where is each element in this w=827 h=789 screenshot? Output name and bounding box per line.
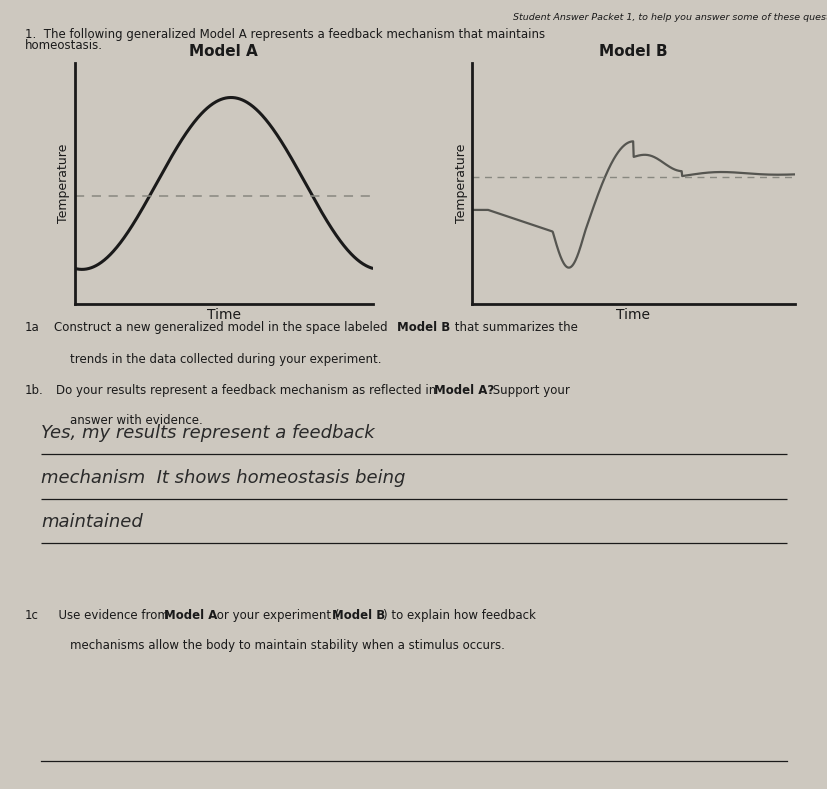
- Text: mechanisms allow the body to maintain stability when a stimulus occurs.: mechanisms allow the body to maintain st…: [70, 639, 504, 652]
- Text: trends in the data collected during your experiment.: trends in the data collected during your…: [70, 353, 381, 365]
- Text: 1a: 1a: [25, 321, 40, 334]
- Text: Model A?: Model A?: [433, 384, 494, 397]
- Text: 1.  The following generalized Model A represents a feedback mechanism that maint: 1. The following generalized Model A rep…: [25, 28, 544, 40]
- Text: Model B: Model B: [397, 321, 450, 334]
- Text: Yes, my results represent a feedback: Yes, my results represent a feedback: [41, 424, 375, 442]
- Text: or your experiment (: or your experiment (: [213, 609, 339, 622]
- Text: Construct a new generalized model in the space labeled: Construct a new generalized model in the…: [54, 321, 390, 334]
- Text: 1c: 1c: [25, 609, 39, 622]
- Text: Model B: Model B: [332, 609, 385, 622]
- Text: ) to explain how feedback: ) to explain how feedback: [383, 609, 536, 622]
- Text: answer with evidence.: answer with evidence.: [70, 414, 203, 427]
- Text: homeostasis.: homeostasis.: [25, 39, 103, 52]
- Text: that summarizes the: that summarizes the: [451, 321, 577, 334]
- Text: maintained: maintained: [41, 513, 143, 531]
- Y-axis label: Temperature: Temperature: [57, 144, 70, 223]
- Text: Support your: Support your: [489, 384, 570, 397]
- Title: Model A: Model A: [189, 44, 258, 59]
- Text: Model A: Model A: [164, 609, 217, 622]
- X-axis label: Time: Time: [206, 308, 241, 322]
- Text: Do your results represent a feedback mechanism as reflected in: Do your results represent a feedback mec…: [56, 384, 440, 397]
- X-axis label: Time: Time: [615, 308, 650, 322]
- Y-axis label: Temperature: Temperature: [454, 144, 467, 223]
- Text: Student Answer Packet 1, to help you answer some of these questions: Student Answer Packet 1, to help you ans…: [513, 13, 827, 21]
- Text: 1b.: 1b.: [25, 384, 44, 397]
- Title: Model B: Model B: [599, 44, 667, 59]
- Text: Use evidence from: Use evidence from: [51, 609, 173, 622]
- Text: mechanism  It shows homeostasis being: mechanism It shows homeostasis being: [41, 469, 405, 487]
